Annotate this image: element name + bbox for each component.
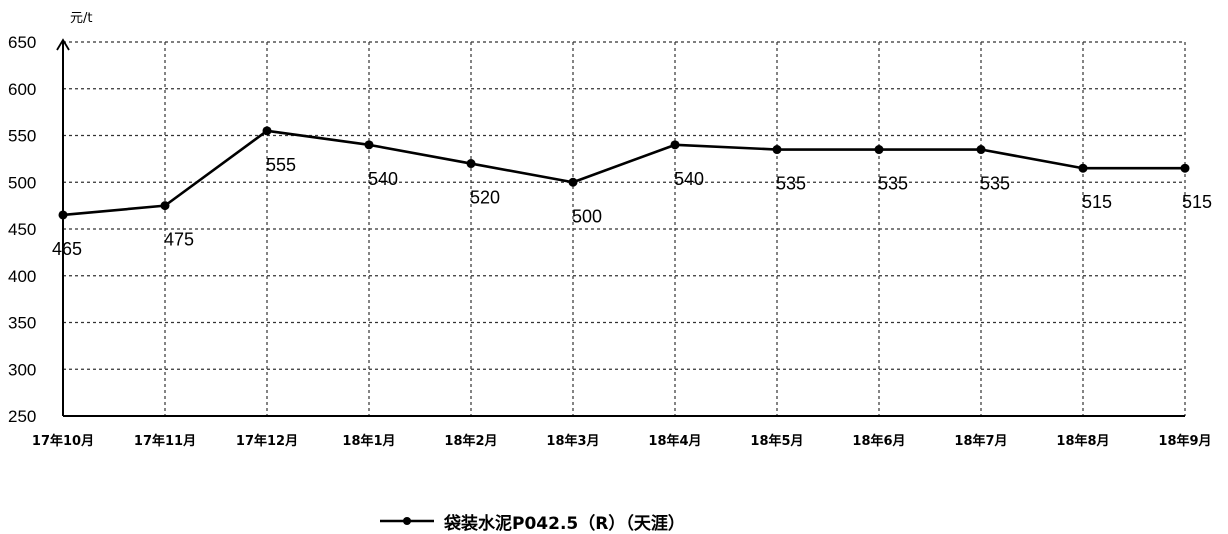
series-line xyxy=(62,129,1185,217)
y-axis-arrow-icon xyxy=(56,38,70,51)
data-labels: 465 475 555 540 520 500 540 535 535 535 515 515 xyxy=(52,155,1212,259)
y-tick-labels: 250 300 350 400 450 500 550 600 650 xyxy=(8,33,36,426)
data-point xyxy=(1078,163,1088,173)
legend-line-marker-icon xyxy=(380,517,434,525)
data-point xyxy=(262,126,272,136)
y-tick-label: 600 xyxy=(8,80,36,99)
data-label: 520 xyxy=(470,188,500,208)
data-label: 500 xyxy=(572,206,602,226)
data-points xyxy=(58,126,1190,220)
y-tick-label: 650 xyxy=(8,33,36,52)
x-tick-label: 18年4月 xyxy=(648,433,701,449)
x-tick-label: 18年8月 xyxy=(1056,433,1109,449)
data-label: 540 xyxy=(368,169,398,189)
grid xyxy=(63,41,1186,416)
x-tick-label: 18年3月 xyxy=(546,433,599,449)
x-tick-label: 17年11月 xyxy=(134,433,196,449)
data-point xyxy=(1180,163,1190,173)
data-label: 465 xyxy=(52,239,82,259)
y-tick-label: 550 xyxy=(8,127,36,146)
data-label: 515 xyxy=(1182,192,1212,212)
data-point xyxy=(58,210,68,220)
axes xyxy=(56,38,1185,417)
x-tick-label: 18年6月 xyxy=(852,433,905,449)
data-label: 535 xyxy=(776,174,806,194)
data-label: 515 xyxy=(1082,192,1112,212)
y-axis-unit-label: 元/t xyxy=(70,11,92,26)
data-label: 535 xyxy=(878,174,908,194)
y-tick-label: 250 xyxy=(8,407,36,426)
legend: 袋装水泥P042.5（R）（天涯） xyxy=(378,508,685,534)
data-point xyxy=(670,140,680,150)
x-tick-label: 17年12月 xyxy=(236,433,298,449)
data-point xyxy=(874,145,884,155)
x-tick-label: 17年10月 xyxy=(32,433,94,449)
x-tick-label: 18年7月 xyxy=(954,433,1007,449)
y-tick-label: 450 xyxy=(8,220,36,239)
y-tick-label: 500 xyxy=(8,173,36,192)
data-point xyxy=(772,145,782,155)
data-point xyxy=(160,201,170,211)
x-tick-label: 18年9月 xyxy=(1158,433,1211,449)
y-tick-label: 350 xyxy=(8,314,36,333)
data-point xyxy=(364,140,374,150)
x-tick-label: 18年1月 xyxy=(342,433,395,449)
data-label: 535 xyxy=(980,174,1010,194)
data-label: 540 xyxy=(674,169,704,189)
data-point xyxy=(976,145,986,155)
x-tick-label: 18年5月 xyxy=(750,433,803,449)
data-label: 475 xyxy=(164,230,194,250)
data-point xyxy=(466,159,476,169)
legend-series-name: 袋装水泥P042.5（R）（天涯） xyxy=(444,513,685,534)
data-label: 555 xyxy=(266,155,296,175)
y-tick-label: 300 xyxy=(8,360,36,379)
x-tick-labels: 17年10月 17年11月 17年12月 18年1月 18年2月 18年3月 18年4月 18… xyxy=(32,433,1212,449)
y-tick-label: 400 xyxy=(8,267,36,286)
data-point xyxy=(568,177,578,187)
x-tick-label: 18年2月 xyxy=(444,433,497,449)
series-line-path xyxy=(62,129,1185,217)
